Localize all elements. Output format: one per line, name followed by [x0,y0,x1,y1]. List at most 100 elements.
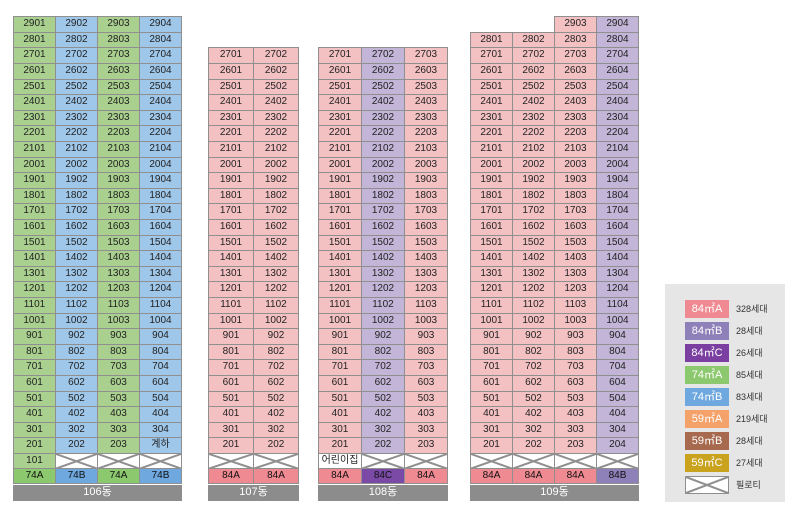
unit-cell: 1402 [512,250,555,267]
unit-cell: 301 [470,421,513,439]
unit-cell: 1801 [208,187,254,205]
unit-cell: 2102 [55,141,98,158]
unit-cell: 2202 [55,125,98,142]
unit-cell: 902 [55,328,98,345]
legend-swatch: 74㎡B [685,388,729,406]
unit-cell: 304 [139,421,182,439]
unit-cell: 1504 [139,234,182,252]
pilotis-swatch [685,476,729,494]
unit-cell: 2203 [97,125,140,142]
unit-cell: 2701 [318,47,362,64]
unit-cell: 1802 [55,187,98,205]
legend-swatch: 59㎡A [685,410,729,428]
unit-cell: 2302 [512,109,555,127]
unit-cell: 2201 [13,125,56,142]
unit-cell: 1101 [208,297,254,314]
unit-cell: 1202 [55,281,98,298]
unit-cell: 603 [554,375,597,392]
unit-cell: 1603 [554,219,597,236]
unit-cell: 1302 [361,265,405,283]
unit-cell: 601 [318,375,362,392]
unit-cell: 802 [361,343,405,361]
legend: 84㎡A 328세대 84㎡B 28세대 84㎡C 26세대 74㎡A 85세대 74㎡B 83세… [665,284,785,502]
unit-type-tag: 84B [596,468,639,484]
unit-cell: 1503 [554,234,597,252]
unit-cell: 701 [318,359,362,376]
legend-item: 74㎡A 85세대 [685,366,780,386]
unit-cell: 1202 [253,281,299,298]
unit-cell: 702 [512,359,555,376]
legend-count: 219세대 [736,414,768,424]
unit-cell: 2402 [253,94,299,111]
unit-cell: 1102 [55,297,98,314]
unit-cell: 604 [139,375,182,392]
unit-cell: 202 [512,437,555,454]
unit-cell: 1703 [404,203,448,220]
unit-cell: 1901 [470,172,513,189]
unit-cell: 1601 [13,219,56,236]
unit-cell: 2503 [554,78,597,96]
unit-cell: 2304 [139,109,182,127]
unit-cell: 2402 [55,94,98,111]
unit-type-tag: 74B [55,468,98,484]
unit-cell: 804 [139,343,182,361]
unit-cell: 2904 [596,16,639,33]
unit-cell: 303 [554,421,597,439]
unit-cell: 801 [208,343,254,361]
unit-cell: 504 [596,390,639,408]
unit-cell: 301 [13,421,56,439]
unit-cell: 1304 [596,265,639,283]
unit-cell: 1601 [208,219,254,236]
legend-item: 59㎡B 28세대 [685,432,780,452]
unit-cell: 1802 [361,187,405,205]
unit-cell: 2703 [97,47,140,64]
unit-cell: 403 [554,406,597,423]
unit-cell: 1702 [361,203,405,220]
unit-cell: 1301 [318,265,362,283]
unit-cell: 2702 [253,47,299,64]
unit-cell: 1104 [596,297,639,314]
unit-cell: 1003 [97,312,140,330]
unit-cell: 1203 [404,281,448,298]
unit-cell: 1201 [318,281,362,298]
unit-cell: 404 [139,406,182,423]
unit-cell: 202 [361,437,405,454]
unit-cell: 703 [97,359,140,376]
unit-type-tag: 84C [361,468,405,484]
unit-cell: 603 [97,375,140,392]
unit-type-tag: 74A [13,468,56,484]
unit-cell: 2703 [554,47,597,64]
unit-cell: 1901 [13,172,56,189]
unit-type-tag: 74A [97,468,140,484]
legend-count: 328세대 [736,304,768,314]
unit-cell: 1302 [253,265,299,283]
unit-cell: 2401 [318,94,362,111]
unit-cell: 1902 [253,172,299,189]
unit-cell: 2202 [253,125,299,142]
unit-cell: 2104 [139,141,182,158]
unit-cell: 2601 [13,63,56,80]
unit-cell: 1003 [404,312,448,330]
unit-cell: 1103 [97,297,140,314]
unit-type-tag: 84A [208,468,254,484]
unit-cell: 201 [318,437,362,454]
unit-cell: 901 [470,328,513,345]
unit-cell: 801 [13,343,56,361]
unit-cell: 2704 [596,47,639,64]
unit-cell: 1904 [596,172,639,189]
unit-cell: 2402 [512,94,555,111]
unit-cell: 1501 [470,234,513,252]
unit-cell: 1902 [512,172,555,189]
unit-type-tag: 84A [318,468,362,484]
unit-cell: 1303 [97,265,140,283]
unit-cell: 2301 [470,109,513,127]
unit-cell: 901 [318,328,362,345]
unit-cell: 1901 [318,172,362,189]
unit-cell: 1602 [253,219,299,236]
unit-cell: 701 [208,359,254,376]
legend-item: 84㎡C 26세대 [685,344,780,364]
legend-item: 84㎡A 328세대 [685,300,780,320]
legend-item: 59㎡A 219세대 [685,410,780,430]
legend-count: 28세대 [736,436,763,446]
unit-cell: 1001 [470,312,513,330]
